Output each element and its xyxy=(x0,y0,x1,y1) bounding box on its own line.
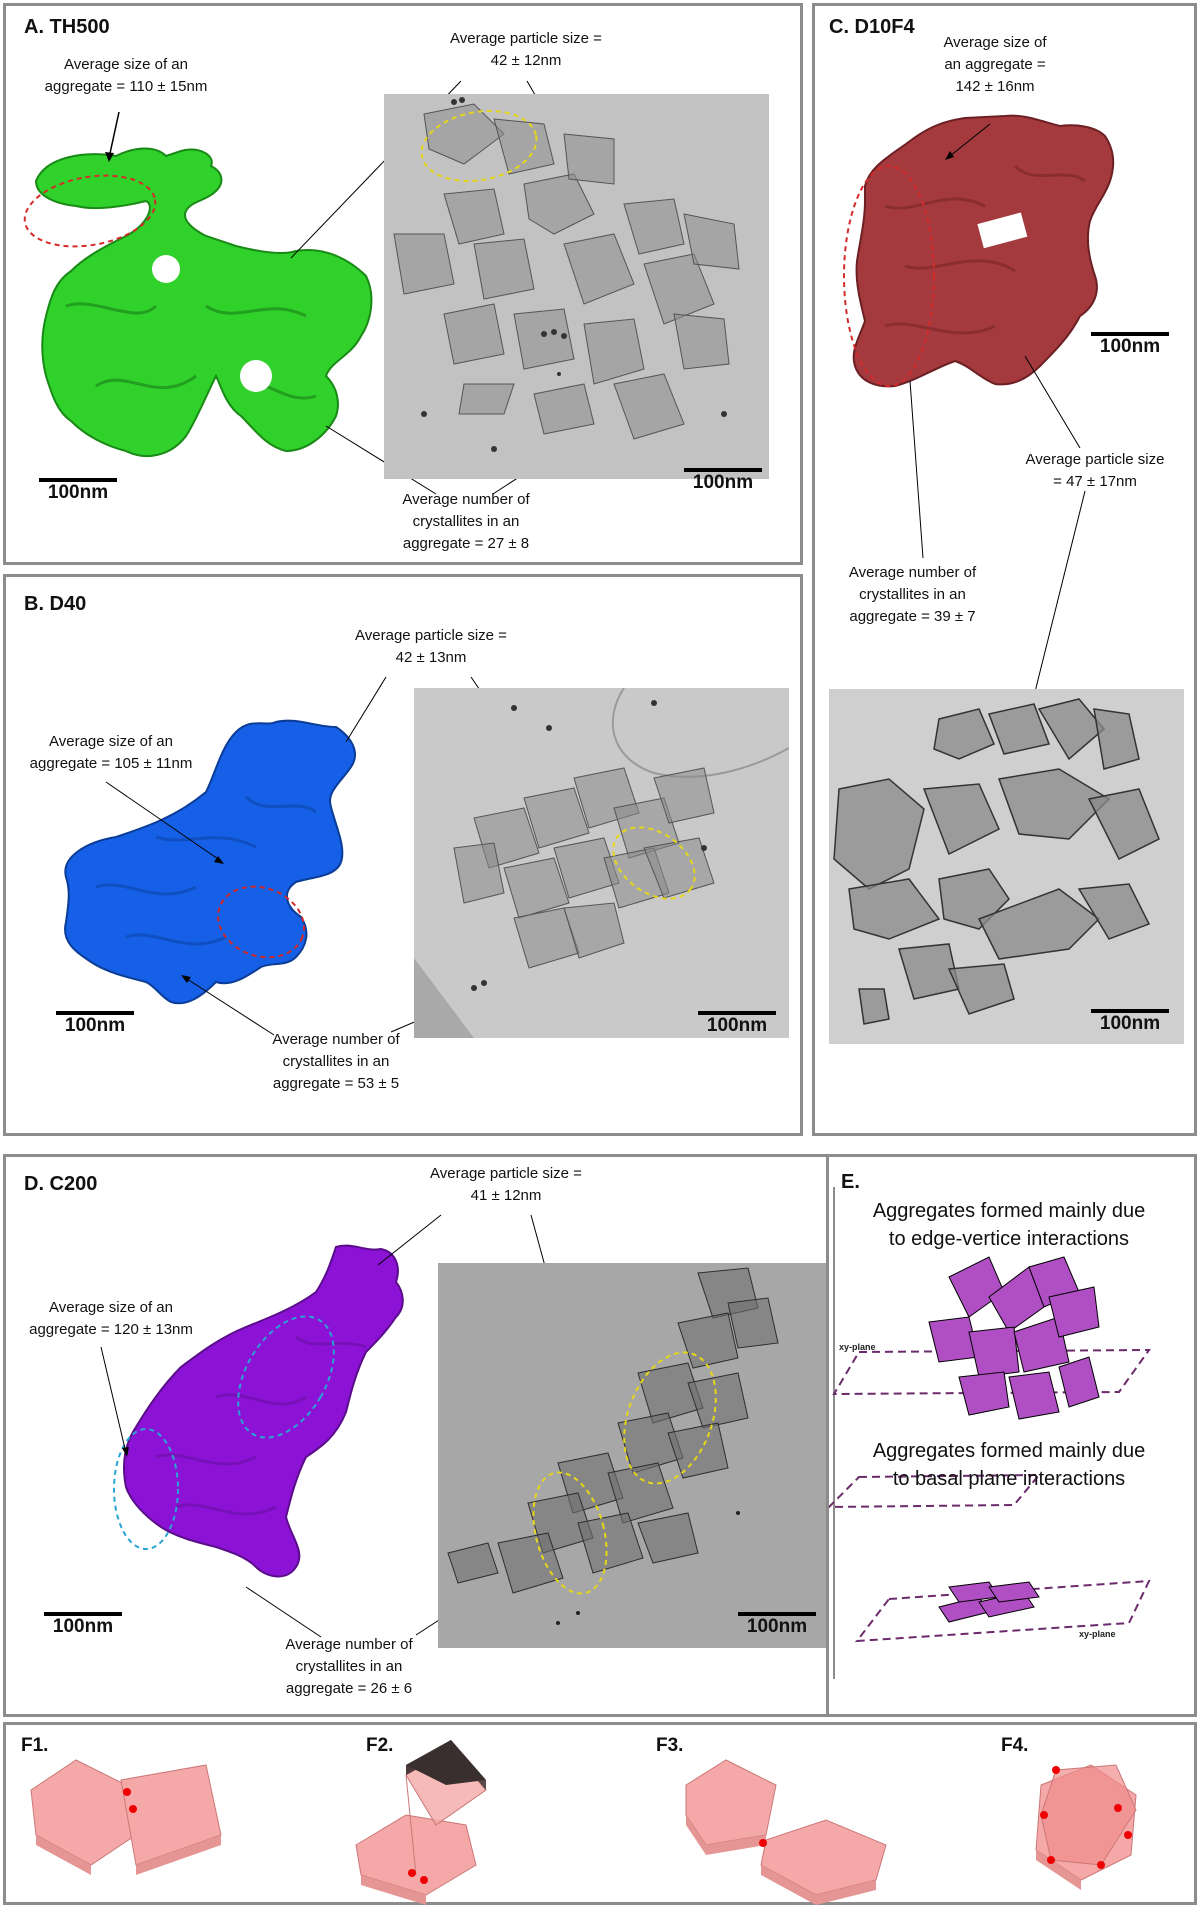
panel-d-particle-size-label: Average particle size = 41 ± 12nm xyxy=(430,1165,582,1204)
panel-c-scalebar-bottom: 100nm xyxy=(1091,1009,1169,1035)
panel-d-tem-image xyxy=(438,1263,826,1648)
panel-a-aggregate-size-label: Average size of an aggregate = 110 ± 15nm xyxy=(44,56,208,95)
panel-b-title: B. D40 xyxy=(24,593,87,615)
panel-b-scalebar-right: 100nm xyxy=(698,1011,776,1037)
panel-d-title: D. C200 xyxy=(24,1173,98,1195)
panel-e-divider xyxy=(833,1187,835,1679)
panel-e-heading-edge-vertice: Aggregates formed mainly due to edge-vert… xyxy=(872,1200,1146,1250)
panel-a-scalebar-left: 100nm xyxy=(39,478,117,504)
panel-e-heading-basal-plane: Aggregates formed mainly due to basal pla… xyxy=(872,1440,1146,1490)
panel-b-particle-size-label: Average particle size = 42 ± 13nm xyxy=(355,627,507,666)
panel-f1-label: F1. xyxy=(21,1735,49,1756)
panel-f: F1. F2. F3. F4. xyxy=(3,1722,1197,1905)
panel-c-aggregate-size-label: Average size of an aggregate = 142 ± 16nm xyxy=(943,34,1047,95)
panel-c-scalebar-top: 100nm xyxy=(1091,332,1169,358)
panel-e: E. Aggregates formed mainly due to edge-v… xyxy=(829,1154,1197,1717)
panel-a-tem-image xyxy=(384,94,769,479)
panel-d: D. C200 Average particle size = 41 ± 12nm… xyxy=(3,1154,829,1717)
panel-e-title: E. xyxy=(841,1171,860,1193)
f3-crystal-pair xyxy=(685,1759,887,1905)
panel-c-particle-size-label: Average particle size = 47 ± 17nm xyxy=(1025,451,1165,490)
panel-c-tem-image xyxy=(829,689,1184,1044)
panel-f2-label: F2. xyxy=(366,1735,394,1756)
panel-b-scalebar-left: 100nm xyxy=(56,1011,134,1037)
panel-a-crystallites-label: Average number of crystallites in an aggre… xyxy=(402,491,530,552)
panel-c-crystallites-label: Average number of crystallites in an aggre… xyxy=(848,564,977,625)
panel-d-crystallites-label: Average number of crystallites in an aggre… xyxy=(285,1636,413,1697)
panel-e-xy-plane-label-1: xy-plane xyxy=(839,1342,876,1352)
panel-a-scalebar-right: 100nm xyxy=(684,468,762,494)
panel-a-title: A. TH500 xyxy=(24,16,110,38)
panel-b-tem-image xyxy=(414,688,789,1038)
f1-crystal-pair xyxy=(30,1759,222,1875)
panel-d-scalebar-right: 100nm xyxy=(738,1612,816,1638)
panel-b-crystallites-label: Average number of crystallites in an aggre… xyxy=(272,1031,400,1092)
panel-c-title: C. D10F4 xyxy=(829,16,915,38)
f2-crystal-pair xyxy=(355,1740,487,1905)
panel-a-particle-size-label: Average particle size = 42 ± 12nm xyxy=(450,30,602,69)
panel-f3-label: F3. xyxy=(656,1735,684,1756)
panel-f4-label: F4. xyxy=(1001,1735,1029,1756)
panel-b: B. D40 Average particle size = 42 ± 13nm … xyxy=(3,574,803,1136)
panel-d-scalebar-left: 100nm xyxy=(44,1612,122,1638)
f4-crystal-pair xyxy=(1035,1764,1137,1890)
panel-d-aggregate-size-label: Average size of an aggregate = 120 ± 13nm xyxy=(29,1299,193,1338)
panel-e-xy-plane-label-2: xy-plane xyxy=(1079,1629,1116,1639)
panel-b-aggregate-size-label: Average size of an aggregate = 105 ± 11nm xyxy=(29,733,193,772)
panel-c: C. D10F4 Average size of an aggregate = 14… xyxy=(812,3,1197,1136)
panel-a: A. TH500 Average size of an aggregate = 1… xyxy=(3,3,803,565)
